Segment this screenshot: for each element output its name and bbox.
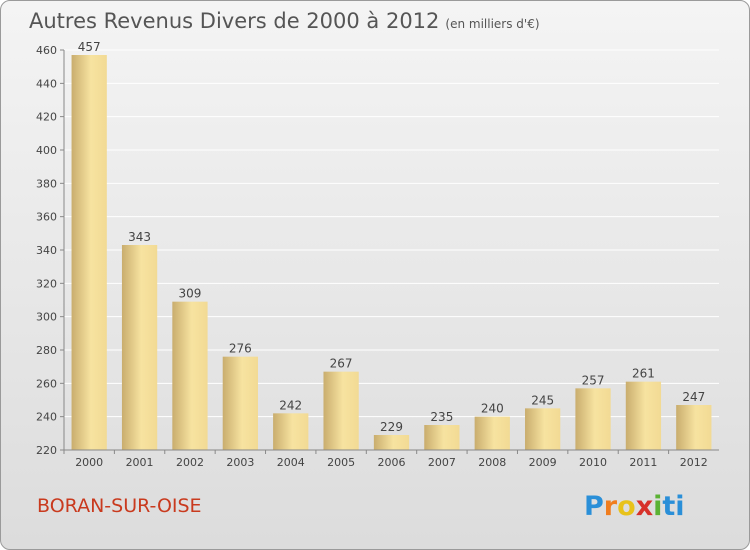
- y-tick-label: 320: [36, 277, 57, 290]
- bar: [525, 408, 561, 450]
- logo-letter: P: [584, 491, 604, 522]
- x-tick-label: 2008: [478, 456, 506, 469]
- bar: [373, 435, 410, 450]
- y-tick-label: 360: [36, 211, 57, 224]
- y-tick-label: 240: [36, 411, 57, 424]
- y-tick-label: 220: [36, 444, 57, 457]
- bar: [172, 301, 208, 450]
- bar: [222, 356, 258, 450]
- x-tick-label: 2002: [176, 456, 204, 469]
- x-tick-label: 2003: [226, 456, 254, 469]
- y-tick-label: 380: [36, 177, 57, 190]
- data-labels: 457 343 309 276 242 267 229 235 240 245 257 261 247: [78, 40, 706, 434]
- y-tick-label: 300: [36, 311, 57, 324]
- bar: [121, 245, 158, 450]
- y-tick-label: 460: [36, 44, 57, 57]
- data-label: 245: [531, 393, 554, 407]
- y-tick-label: 400: [36, 144, 57, 157]
- chart-title: Autres Revenus Divers de 2000 à 2012 (en …: [29, 9, 540, 33]
- x-tick-label: 2001: [126, 456, 154, 469]
- y-axis: 220 240 260 280 300 320 340 360 380 400 420 440 460: [36, 44, 65, 457]
- x-axis: 2000 2001 2002 2003 2004 2005 2006 2007 2008 2009…: [63, 449, 719, 469]
- bar: [71, 55, 107, 450]
- place-name: BORAN-SUR-OISE: [37, 495, 202, 517]
- bar: [273, 413, 309, 450]
- data-label: 261: [632, 367, 655, 381]
- x-tick-label: 2012: [680, 456, 708, 469]
- bar: [474, 416, 510, 450]
- data-label: 457: [78, 40, 101, 54]
- bar: [575, 388, 611, 450]
- y-tick-label: 280: [36, 344, 57, 357]
- bar: [625, 381, 662, 450]
- x-tick-label: 2005: [327, 456, 355, 469]
- y-tick-label: 260: [36, 377, 57, 390]
- x-tick-label: 2011: [629, 456, 657, 469]
- chart-title-unit: (en milliers d'€): [445, 17, 540, 31]
- proxiti-logo: Proxiti: [584, 491, 685, 522]
- y-tick-label: 440: [36, 77, 57, 90]
- x-tick-label: 2010: [579, 456, 607, 469]
- x-tick-label: 2007: [428, 456, 456, 469]
- logo-letter: o: [617, 491, 636, 522]
- logo-letter: ti: [662, 491, 685, 522]
- logo-letter: i: [653, 491, 663, 522]
- x-tick-label: 2006: [378, 456, 406, 469]
- bar: [676, 405, 712, 450]
- data-label: 309: [179, 287, 202, 301]
- data-label: 235: [430, 410, 453, 424]
- x-tick-label: 2009: [529, 456, 557, 469]
- data-label: 267: [330, 357, 353, 371]
- chart-title-text: Autres Revenus Divers de 2000 à 2012: [29, 9, 440, 33]
- gridlines: [64, 49, 719, 451]
- logo-letter: x: [635, 491, 654, 522]
- bar: [424, 425, 460, 450]
- data-label: 247: [682, 390, 705, 404]
- bar: [323, 371, 359, 450]
- y-tick-label: 340: [36, 244, 57, 257]
- data-label: 242: [279, 398, 302, 412]
- x-tick-label: 2000: [75, 456, 103, 469]
- data-label: 240: [481, 402, 504, 416]
- data-label: 343: [128, 230, 151, 244]
- logo-letter: r: [603, 491, 618, 522]
- data-label: 257: [582, 373, 605, 387]
- y-tick-label: 420: [36, 111, 57, 124]
- data-label: 229: [380, 420, 403, 434]
- bars: [71, 55, 712, 450]
- x-tick-label: 2004: [277, 456, 305, 469]
- data-label: 276: [229, 342, 252, 356]
